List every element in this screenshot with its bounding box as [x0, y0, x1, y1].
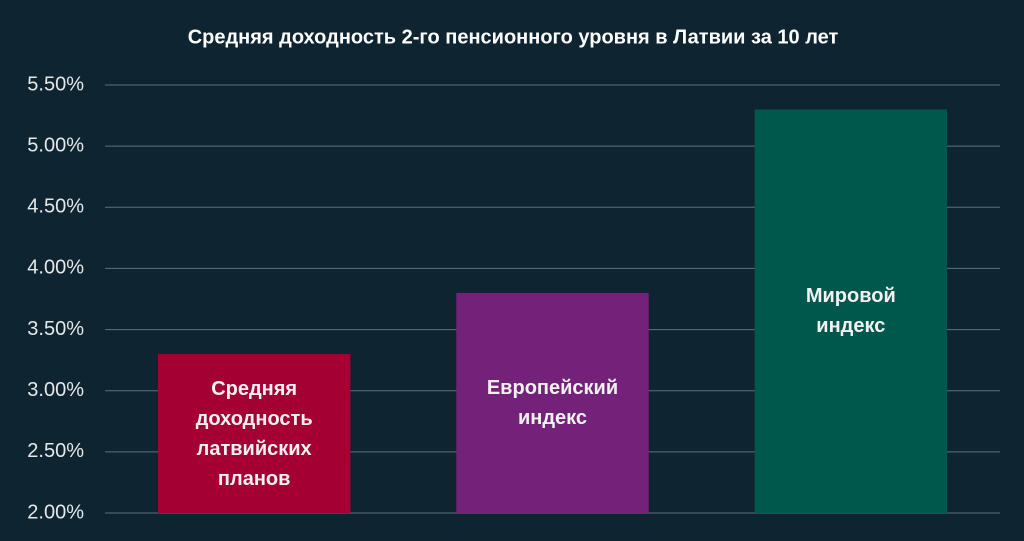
- bar: [157, 354, 351, 513]
- y-tick-label: 2.00%: [27, 501, 84, 523]
- bar: [456, 292, 649, 513]
- chart-title: Средняя доходность 2-го пенсионного уров…: [188, 26, 839, 48]
- y-tick-label: 3.50%: [27, 318, 84, 340]
- y-tick-label: 5.00%: [27, 134, 84, 156]
- y-tick-label: 5.50%: [27, 73, 84, 95]
- bar: [754, 109, 948, 513]
- y-tick-label: 4.00%: [27, 257, 84, 279]
- y-tick-label: 4.50%: [27, 196, 84, 218]
- bar-label: Средняя доходность латвийских планов: [195, 377, 313, 490]
- bar-label: Европейский индекс: [486, 376, 619, 429]
- bar-label: Мировой индекс: [805, 285, 896, 338]
- y-tick-label: 3.00%: [27, 379, 84, 401]
- y-tick-label: 2.50%: [27, 440, 84, 462]
